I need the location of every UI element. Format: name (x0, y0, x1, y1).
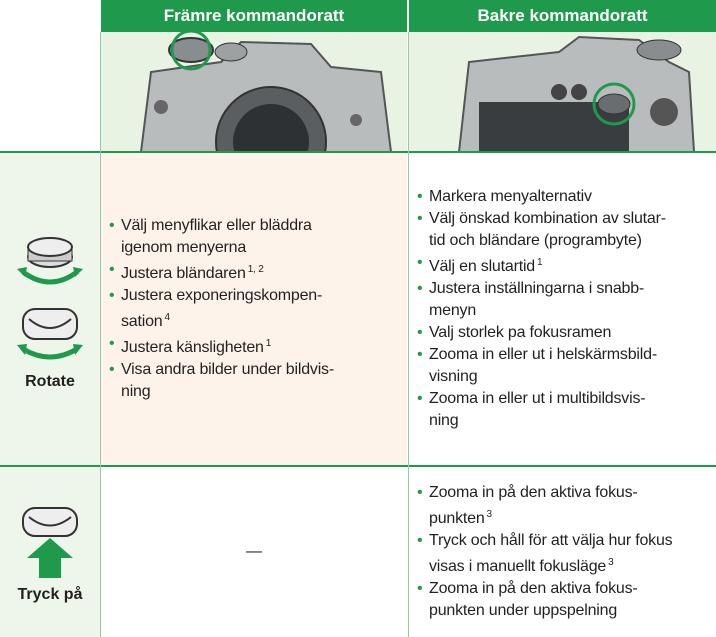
item-text: Markera menyalternativ (429, 188, 592, 205)
footnote-ref: 3 (608, 557, 614, 568)
footnote-ref: 3 (486, 509, 493, 520)
camera-drawing (139, 32, 393, 152)
item-text: Välj en slutartid (429, 258, 535, 275)
column-divider (100, 32, 101, 637)
bullet-item: Visa andra bilder under bildvis-ning (107, 359, 407, 403)
item-text: visning (429, 368, 478, 385)
row-label: Rotate (25, 373, 75, 390)
header-text: Bakre kommandoratt (477, 6, 648, 25)
item-text: Zooma in eller ut i multibildsvis- (429, 390, 646, 407)
item-text: Justera inställningarna i snabb- (429, 280, 645, 297)
item-text: Välj önskad kombination av slutar- (429, 210, 666, 227)
bullet-list: Zooma in på den aktiva fokus-punkten3Try… (415, 482, 716, 622)
dial-icon (17, 237, 83, 285)
item-text: punkten (429, 510, 485, 527)
bullet-item: Välj menyflikar eller bläddra igenom meny… (107, 215, 407, 259)
item-text: Justera exponeringskompen- (121, 287, 323, 304)
item-text: ning (429, 412, 459, 429)
cell: Välj menyflikar eller bläddra igenom meny… (101, 153, 407, 465)
item-text: Tryck och håll för att välja hur fokus (429, 532, 673, 549)
item-text: Visa andra bilder under bildvis- (121, 361, 334, 378)
camera-image (409, 32, 716, 152)
bullet-item: Zooma in på den aktiva fokus-punkten und… (415, 578, 716, 622)
item-text: Zooma in på den aktiva fokus- (429, 484, 638, 501)
item-text: Valj storlek pa fokusramen (429, 324, 612, 341)
bullet-item: Zooma in eller ut i multibildsvis-ning (415, 388, 716, 432)
item-text: menyn (429, 302, 477, 319)
footnote-ref: 1 (537, 257, 543, 268)
row-label-cell: Rotate (0, 153, 100, 465)
camera-image (101, 32, 407, 152)
row-label-cell: Tryck på (0, 467, 100, 637)
camera-drawing (457, 35, 696, 152)
item-text: ning (121, 383, 151, 400)
footnote-ref: 4 (164, 312, 171, 323)
dial-icon (17, 308, 83, 360)
item-text: punkten under uppspelning (429, 602, 618, 619)
row-divider (0, 151, 716, 153)
item-text: Zooma in på den aktiva fokus- (429, 580, 638, 597)
item-text: Zooma in eller ut i helskärmsbild- (429, 346, 657, 363)
footnote-ref: 1, 2 (247, 264, 264, 275)
item-text: sation (121, 313, 163, 330)
row-divider (0, 465, 716, 467)
bullet-list: Välj menyflikar eller bläddra igenom meny… (107, 215, 407, 403)
cell-text: — (246, 543, 262, 560)
row-label: Tryck på (17, 586, 83, 603)
bullet-item: Välj önskad kombination av slutar-tid oc… (415, 208, 716, 252)
item-text: igenom menyerna (121, 239, 247, 256)
bullet-item: Tryck och håll för att välja hur fokus vi… (415, 530, 716, 578)
item-text: Justera känsligheten (121, 339, 264, 356)
header-text: Främre kommandoratt (163, 6, 345, 25)
column-divider (408, 32, 409, 637)
header-cell: Främre kommandoratt (101, 0, 407, 32)
header-cell: Bakre kommandoratt (409, 0, 716, 32)
item-text: tid och bländare (programbyte) (429, 232, 642, 249)
item-text: Välj menyflikar eller bläddra (121, 217, 312, 234)
bullet-item: Markera menyalternativ (415, 186, 716, 208)
cell: Markera menyalternativ Välj önskad kombin… (409, 153, 716, 465)
bullet-item: Justera inställningarna i snabb-menyn (415, 278, 716, 322)
item-text: Justera bländaren (121, 265, 246, 282)
bullet-item: Zooma in eller ut i helskärmsbild-visnin… (415, 344, 716, 388)
bullet-item: Valj storlek pa fokusramen (415, 322, 716, 344)
bullet-list: Markera menyalternativ Välj önskad kombin… (415, 186, 716, 432)
footnote-ref: 1 (265, 338, 272, 349)
item-text: visas i manuellt fokusläge (429, 558, 607, 575)
cell: — (101, 467, 407, 637)
cell: Zooma in på den aktiva fokus-punkten3Try… (409, 467, 716, 637)
press-icon (22, 507, 78, 578)
